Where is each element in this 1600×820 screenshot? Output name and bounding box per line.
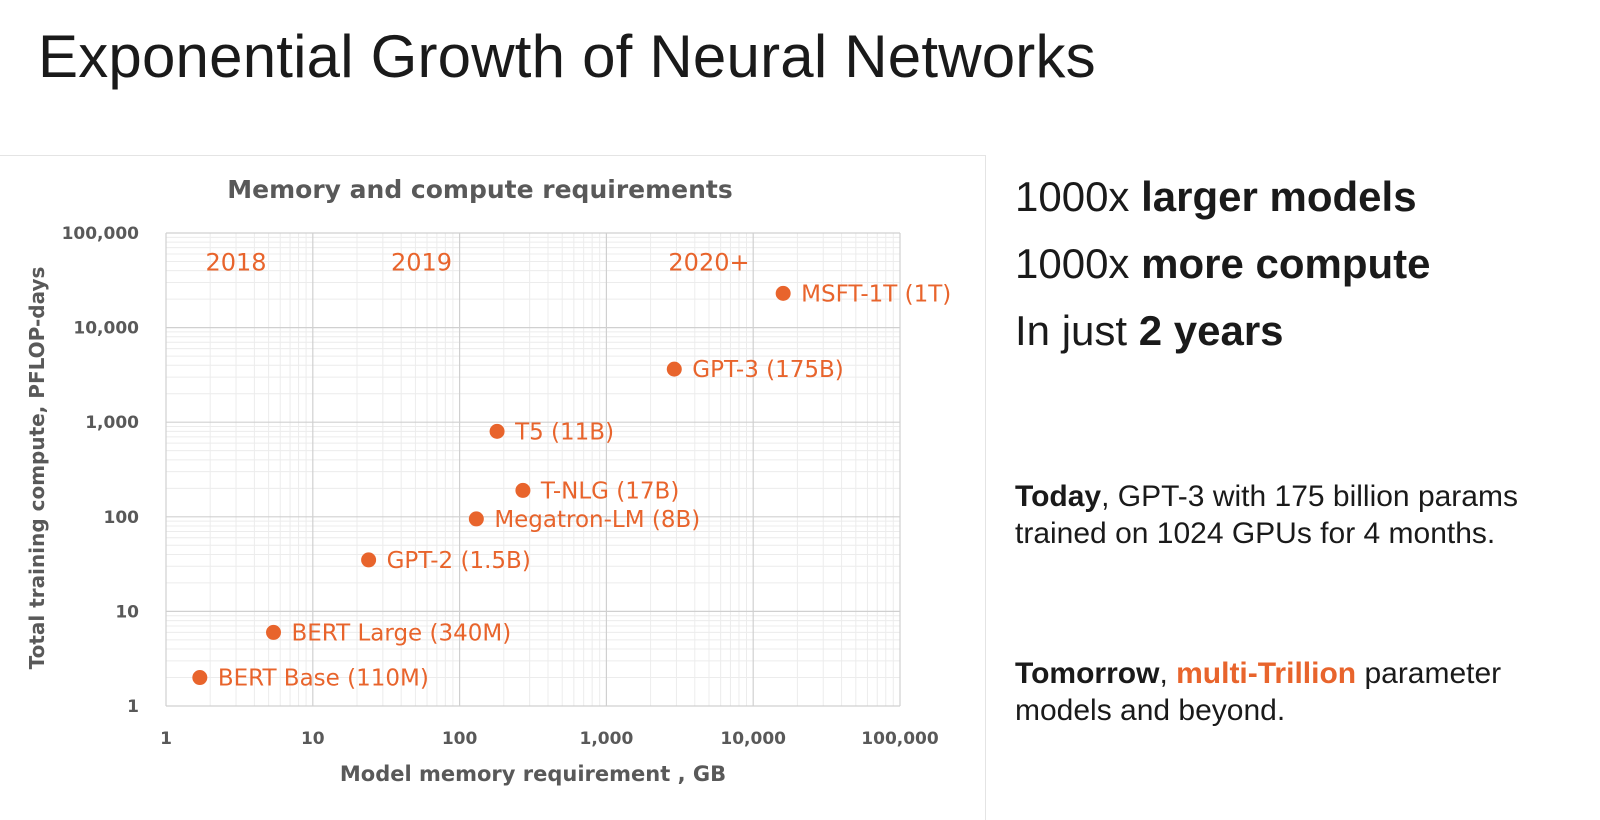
headline-bold: larger models bbox=[1141, 173, 1417, 220]
y-tick-label: 100 bbox=[104, 508, 140, 528]
tomorrow-note: Tomorrow, multi-Trillion parameter model… bbox=[1015, 655, 1585, 729]
data-point-label: MSFT-1T (1T) bbox=[801, 281, 951, 307]
headline-larger-models: 1000x larger models bbox=[1015, 173, 1417, 221]
data-point bbox=[468, 511, 484, 527]
data-point bbox=[515, 482, 531, 498]
headline-bold: more compute bbox=[1141, 240, 1431, 287]
tomorrow-text: parameter models and beyond. bbox=[1015, 657, 1502, 727]
x-tick-label: 100,000 bbox=[861, 729, 939, 749]
tomorrow-sep: , bbox=[1159, 657, 1177, 690]
era-label: 2018 bbox=[206, 248, 267, 276]
data-point bbox=[266, 624, 282, 640]
x-tick-label: 10,000 bbox=[720, 729, 786, 749]
y-tick-label: 100,000 bbox=[62, 224, 140, 244]
tomorrow-label: Tomorrow bbox=[1015, 657, 1160, 690]
y-axis-ticks: 1 10 100 1,000 10,000 100,000 bbox=[62, 224, 140, 717]
data-point bbox=[361, 552, 377, 568]
data-point-label: BERT Large (340M) bbox=[292, 620, 512, 646]
x-tick-label: 1,000 bbox=[580, 729, 634, 749]
data-point-label: Megatron-LM (8B) bbox=[494, 507, 700, 533]
headline-bold: 2 years bbox=[1138, 307, 1284, 354]
headline-prefix: 1000x bbox=[1015, 173, 1142, 220]
data-point-label: T5 (11B) bbox=[514, 419, 614, 445]
era-labels: 2018 2019 2020+ bbox=[206, 248, 750, 276]
headline-prefix: In just bbox=[1015, 307, 1139, 354]
chart-panel: Memory and compute requirements Total tr… bbox=[0, 155, 986, 820]
slide-title: Exponential Growth of Neural Networks bbox=[38, 23, 1096, 90]
headline-prefix: 1000x bbox=[1015, 240, 1142, 287]
chart-grid bbox=[165, 232, 901, 707]
data-point bbox=[192, 670, 208, 686]
today-label: Today bbox=[1015, 480, 1102, 513]
x-axis-ticks: 1 10 100 1,000 10,000 100,000 bbox=[160, 729, 939, 749]
data-point-label: GPT-3 (175B) bbox=[692, 357, 844, 383]
scatter-chart: Memory and compute requirements Total tr… bbox=[25, 175, 951, 786]
era-label: 2019 bbox=[391, 248, 452, 276]
chart-title: Memory and compute requirements bbox=[227, 175, 732, 204]
right-panel: 1000x larger models 1000x more compute I… bbox=[1015, 0, 1585, 819]
data-point-label: T-NLG (17B) bbox=[540, 478, 679, 504]
y-tick-label: 10,000 bbox=[73, 319, 139, 339]
era-label: 2020+ bbox=[668, 248, 749, 276]
data-point bbox=[666, 361, 682, 377]
data-point bbox=[775, 285, 791, 301]
data-point-label: BERT Base (110M) bbox=[218, 666, 429, 692]
data-point-label: GPT-2 (1.5B) bbox=[387, 548, 531, 574]
x-tick-label: 10 bbox=[301, 729, 325, 749]
headline-two-years: In just 2 years bbox=[1015, 307, 1284, 355]
today-text: , GPT-3 with 175 billion params trained … bbox=[1015, 480, 1518, 550]
headline-more-compute: 1000x more compute bbox=[1015, 240, 1431, 288]
tomorrow-highlight: multi-Trillion bbox=[1176, 657, 1357, 690]
y-tick-label: 1,000 bbox=[85, 413, 139, 433]
today-note: Today, GPT-3 with 175 billion params tra… bbox=[1015, 478, 1585, 552]
data-points: BERT Base (110M) BERT Large (340M) GPT-2 (… bbox=[192, 281, 951, 692]
y-tick-label: 10 bbox=[115, 602, 139, 622]
y-tick-label: 1 bbox=[127, 697, 139, 717]
data-point bbox=[489, 423, 505, 439]
x-tick-label: 1 bbox=[160, 729, 172, 749]
x-axis-label: Model memory requirement , GB bbox=[340, 762, 726, 786]
y-axis-label: Total training compute, PFLOP-days bbox=[25, 267, 49, 670]
x-tick-label: 100 bbox=[442, 729, 478, 749]
